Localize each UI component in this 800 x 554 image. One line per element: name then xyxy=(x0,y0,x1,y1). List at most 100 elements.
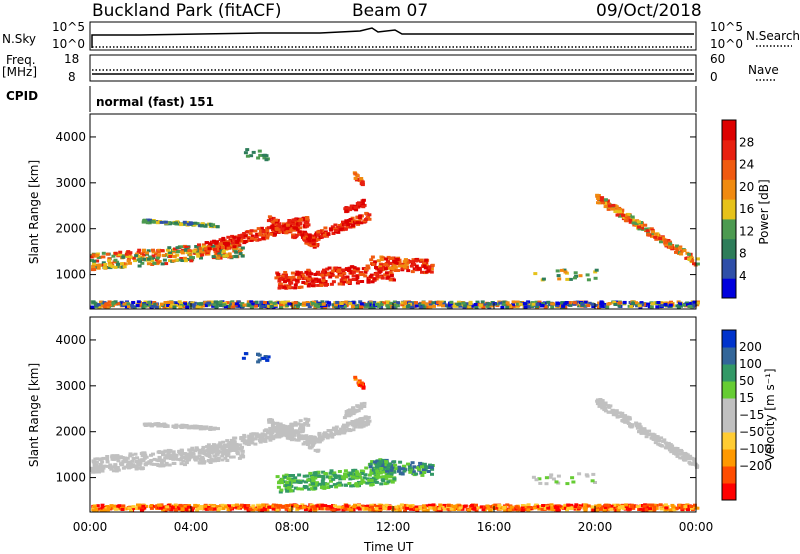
data-cell xyxy=(135,304,140,307)
data-cell xyxy=(124,252,129,256)
data-cell xyxy=(473,303,478,306)
data-cell xyxy=(306,423,311,427)
data-cell xyxy=(523,305,528,309)
data-cell xyxy=(554,508,559,512)
data-cell xyxy=(346,409,351,413)
data-cell xyxy=(286,278,291,282)
data-cell xyxy=(133,452,138,456)
data-cell xyxy=(549,506,554,510)
data-cell xyxy=(590,479,595,483)
data-cell xyxy=(681,458,686,462)
data-cell xyxy=(311,238,316,242)
data-cell xyxy=(105,455,110,458)
data-cell xyxy=(505,503,510,507)
data-cell xyxy=(680,506,685,510)
data-cell xyxy=(117,252,122,256)
data-cell xyxy=(320,479,325,483)
data-cell xyxy=(383,465,388,468)
data-cell xyxy=(286,300,291,304)
data-cell xyxy=(630,217,635,221)
data-cell xyxy=(316,283,321,287)
data-cell xyxy=(641,430,646,434)
data-cell xyxy=(225,454,230,457)
data-cell xyxy=(296,506,301,510)
data-cell xyxy=(107,303,112,307)
data-cell xyxy=(228,506,233,510)
data-cell xyxy=(268,438,273,442)
data-cell xyxy=(134,464,139,468)
data-cell xyxy=(406,303,411,307)
data-cell xyxy=(361,267,366,271)
data-cell xyxy=(341,220,345,224)
data-cell xyxy=(158,459,163,462)
data-cell xyxy=(218,300,223,304)
data-cell xyxy=(179,223,184,227)
data-cell xyxy=(328,227,333,231)
data-cell xyxy=(206,249,211,253)
data-cell xyxy=(601,406,606,410)
data-cell xyxy=(164,262,169,266)
data-cell xyxy=(281,424,286,428)
data-cell xyxy=(507,303,512,307)
data-cell xyxy=(274,503,278,507)
data-cell xyxy=(194,446,199,450)
data-cell xyxy=(325,507,330,511)
data-cell xyxy=(365,481,370,485)
data-cell xyxy=(663,302,668,306)
data-cell xyxy=(630,505,634,509)
data-cell xyxy=(430,467,435,471)
data-cell xyxy=(187,249,192,253)
data-cell xyxy=(271,504,275,508)
data-cell xyxy=(358,202,363,206)
data-cell xyxy=(264,158,269,162)
data-cell xyxy=(178,503,183,507)
data-cell xyxy=(297,436,302,440)
data-cell xyxy=(201,461,206,465)
data-cell xyxy=(385,467,390,471)
data-cell xyxy=(103,263,108,266)
data-cell xyxy=(480,300,485,304)
data-cell xyxy=(133,259,137,263)
data-cell xyxy=(502,506,507,509)
data-cell xyxy=(357,472,362,476)
data-cell xyxy=(314,504,319,508)
data-cell xyxy=(223,305,228,309)
data-cell xyxy=(150,305,155,308)
data-cell xyxy=(593,276,598,280)
data-cell xyxy=(154,258,159,262)
data-cell xyxy=(317,440,322,444)
data-cell xyxy=(419,305,424,309)
data-cell xyxy=(292,429,297,433)
data-cell xyxy=(289,422,294,426)
data-cell xyxy=(507,508,512,512)
data-cell xyxy=(118,250,123,254)
power-colorbar-tick: 16 xyxy=(739,202,754,216)
nave-label: Nave xyxy=(748,63,779,77)
data-cell xyxy=(171,259,176,263)
data-cell xyxy=(366,420,371,424)
data-cell xyxy=(168,259,172,263)
data-cell xyxy=(313,273,318,276)
data-cell xyxy=(127,462,131,466)
data-cell xyxy=(241,356,246,360)
data-cell xyxy=(595,399,600,403)
data-cell xyxy=(369,503,374,507)
data-cell xyxy=(299,437,304,441)
data-cell xyxy=(334,485,339,489)
data-cell xyxy=(378,275,383,279)
power-colorbar-segment xyxy=(722,139,736,161)
data-cell xyxy=(342,416,347,420)
data-cell xyxy=(239,437,244,441)
data-cell xyxy=(94,507,99,511)
data-cell xyxy=(489,304,494,308)
data-cell xyxy=(225,253,230,257)
data-cell xyxy=(225,241,230,245)
data-cell xyxy=(388,278,393,282)
data-cell xyxy=(236,304,241,308)
data-cell xyxy=(569,506,574,510)
data-cell xyxy=(549,473,554,477)
freq-unit: [MHz] xyxy=(2,65,38,79)
data-cell xyxy=(428,300,433,304)
data-cell xyxy=(113,300,118,304)
data-cell xyxy=(296,480,301,484)
